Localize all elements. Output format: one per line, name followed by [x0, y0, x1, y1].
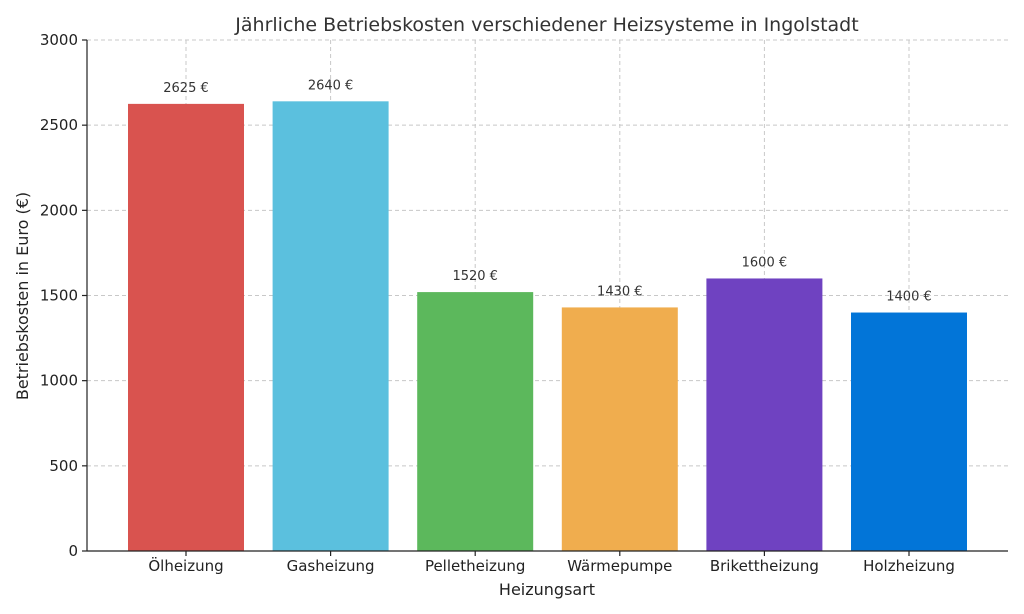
x-tick-label: Pelletheizung [425, 557, 526, 575]
x-tick-label: Brikettheizung [710, 557, 819, 575]
bar [706, 278, 823, 551]
x-axis-label: Heizungsart [499, 580, 595, 599]
x-tick-label: Holzheizung [863, 557, 955, 575]
bar [561, 307, 678, 551]
bar [272, 101, 389, 551]
y-tick-label: 3000 [40, 31, 78, 49]
bar-value-label: 1430 € [597, 284, 643, 299]
bars-layer [128, 101, 967, 551]
y-tick-label: 0 [68, 542, 78, 560]
bar-value-label: 2625 € [163, 81, 209, 96]
y-tick-label: 2000 [40, 201, 78, 219]
bar-value-label: 1600 € [742, 255, 788, 270]
y-tick-label: 2500 [40, 116, 78, 134]
bar [851, 312, 967, 551]
labels-layer: 2625 € 2640 € 1520 € 1430 € 1600 € 1400 € [163, 78, 932, 304]
bar-value-label: 1400 € [886, 290, 932, 305]
bar [417, 292, 534, 551]
x-tick-label: Ölheizung [148, 556, 223, 575]
ticks-layer: 0 500 1000 1500 2000 2500 3000 Ölheizung Gasheiz… [40, 31, 955, 575]
chart-title: Jährliche Betriebskosten verschiedener H… [234, 14, 858, 36]
y-tick-label: 1000 [40, 372, 78, 390]
bar-value-label: 2640 € [308, 78, 354, 93]
bar [128, 103, 244, 551]
y-tick-label: 500 [49, 457, 78, 475]
y-axis-label: Betriebskosten in Euro (€) [13, 192, 32, 400]
x-tick-label: Wärmepumpe [567, 557, 672, 575]
y-tick-label: 1500 [40, 287, 78, 305]
bar-value-label: 1520 € [452, 269, 498, 284]
x-tick-label: Gasheizung [287, 557, 375, 575]
